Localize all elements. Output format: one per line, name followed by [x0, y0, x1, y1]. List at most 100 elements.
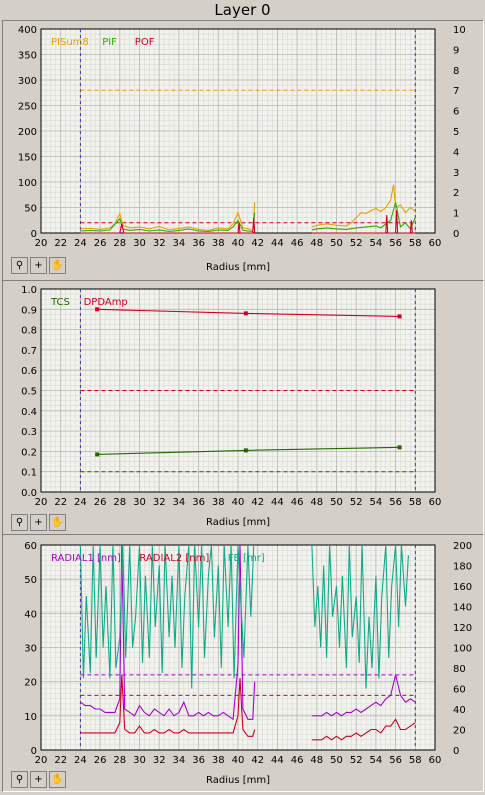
legend-entry: POF	[135, 37, 155, 48]
y-tick-label: 20	[24, 678, 37, 689]
series-line-pof	[311, 210, 416, 234]
y-tick-label: 50	[24, 204, 37, 215]
y2-tick-label: 6	[453, 107, 459, 118]
x-tick-label: 30	[133, 238, 146, 249]
x-tick-label: 42	[251, 238, 264, 249]
x-tick-label: 44	[271, 755, 284, 766]
x-tick-label: 36	[192, 238, 205, 249]
crosshair-icon[interactable]: +	[30, 257, 47, 274]
series-line-radial1-nm-	[80, 544, 256, 721]
y2-tick-label: 80	[453, 664, 466, 675]
x-tick-label: 58	[409, 497, 422, 508]
series-line-fe-mr-	[79, 544, 255, 689]
y2-tick-label: 140	[453, 603, 472, 614]
y-tick-label: 400	[18, 25, 37, 36]
hand-icon[interactable]: ✋	[49, 257, 66, 274]
zoom-icon[interactable]: ⚲	[11, 771, 28, 788]
x-tick-label: 46	[291, 497, 304, 508]
chart-panel-2: 20 22 24 26 28 30 32 34 36 38 40 42 44 46 48 50 52 54 56 58…	[2, 280, 484, 535]
x-tick-label: 22	[54, 497, 67, 508]
y-tick-label: 0.8	[21, 326, 37, 337]
x-tick-label: 40	[232, 238, 245, 249]
x-tick-label: 32	[153, 755, 166, 766]
x-tick-label: 40	[232, 497, 245, 508]
y-tick-label: 0	[31, 746, 37, 757]
x-tick-label: 52	[350, 755, 363, 766]
x-tick-label: 26	[94, 238, 107, 249]
legend-entry: PIF	[102, 37, 117, 48]
hand-icon[interactable]: ✋	[49, 771, 66, 788]
y-tick-label: 0.5	[21, 387, 37, 398]
x-tick-label: 60	[429, 497, 442, 508]
zoom-icon[interactable]: ⚲	[11, 514, 28, 531]
x-tick-label: 54	[370, 497, 383, 508]
data-point	[95, 452, 100, 457]
x-tick-label: 32	[153, 238, 166, 249]
chart-3[interactable]: 20 22 24 26 28 30 32 34 36 38 40 42 44 46 48 50 52 54 56 58…	[3, 535, 483, 791]
y-tick-label: 0	[31, 229, 37, 240]
y2-tick-label: 2	[453, 188, 459, 199]
x-tick-label: 42	[251, 755, 264, 766]
y-tick-label: 250	[18, 102, 37, 113]
x-tick-label: 56	[389, 497, 402, 508]
x-tick-label: 58	[409, 755, 422, 766]
x-tick-label: 54	[370, 238, 383, 249]
x-tick-label: 50	[330, 497, 343, 508]
x-tick-label: 54	[370, 755, 383, 766]
legend-entry: DPDAmp	[84, 297, 128, 308]
x-tick-label: 38	[212, 238, 225, 249]
y2-tick-label: 4	[453, 147, 459, 158]
series-line-radial2-nm-	[311, 718, 416, 741]
y2-tick-label: 10	[453, 25, 466, 36]
y-tick-label: 40	[24, 609, 37, 620]
x-tick-label: 52	[350, 238, 363, 249]
series-line-pisum8	[311, 184, 416, 228]
hand-icon[interactable]: ✋	[49, 514, 66, 531]
x-tick-label: 30	[133, 755, 146, 766]
series-line-radial1-nm-	[311, 674, 416, 717]
y2-tick-label: 40	[453, 705, 466, 716]
x-tick-label: 34	[173, 755, 186, 766]
x-tick-label: 24	[74, 497, 87, 508]
y2-tick-label: 9	[453, 45, 459, 56]
x-tick-label: 28	[113, 755, 126, 766]
y-tick-label: 350	[18, 51, 37, 62]
zoom-icon[interactable]: ⚲	[11, 257, 28, 274]
y-tick-label: 0.1	[21, 468, 37, 479]
chart-1[interactable]: 20 22 24 26 28 30 32 34 36 38 40 42 44 46 48 50 52 54 56 58…	[3, 21, 483, 280]
legend-entry: TCS	[50, 297, 70, 308]
crosshair-icon[interactable]: +	[30, 514, 47, 531]
x-tick-label: 56	[389, 755, 402, 766]
x-tick-label: 36	[192, 755, 205, 766]
x-tick-label: 22	[54, 755, 67, 766]
legend-entry: PISum8	[51, 37, 89, 48]
y-tick-label: 300	[18, 76, 37, 87]
y-tick-label: 60	[24, 541, 37, 552]
series-line-radial2-nm-	[80, 674, 256, 737]
y-tick-label: 50	[24, 575, 37, 586]
crosshair-icon[interactable]: +	[30, 771, 47, 788]
y2-tick-label: 200	[453, 541, 472, 552]
y2-tick-label: 3	[453, 168, 459, 179]
y-tick-label: 100	[18, 178, 37, 189]
y2-tick-label: 180	[453, 562, 472, 573]
y2-tick-label: 7	[453, 86, 459, 97]
y-tick-label: 30	[24, 644, 37, 655]
data-point	[397, 314, 402, 319]
x-tick-label: 50	[330, 238, 343, 249]
series-line-pif	[311, 202, 416, 231]
y-tick-label: 1.0	[21, 285, 37, 296]
x-tick-label: 32	[153, 497, 166, 508]
x-axis-label: Radius [mm]	[206, 262, 270, 273]
x-tick-label: 38	[212, 755, 225, 766]
y2-tick-label: 5	[453, 127, 459, 138]
data-point	[95, 307, 100, 312]
x-tick-label: 56	[389, 238, 402, 249]
legend-entry: FE [mr]	[228, 553, 265, 564]
x-tick-label: 24	[74, 755, 87, 766]
chart-toolbar-1: ⚲ + ✋	[11, 257, 66, 274]
x-tick-label: 46	[291, 755, 304, 766]
chart-2[interactable]: 20 22 24 26 28 30 32 34 36 38 40 42 44 46 48 50 52 54 56 58…	[3, 281, 483, 534]
x-tick-label: 36	[192, 497, 205, 508]
x-axis-label: Radius [mm]	[206, 517, 270, 528]
